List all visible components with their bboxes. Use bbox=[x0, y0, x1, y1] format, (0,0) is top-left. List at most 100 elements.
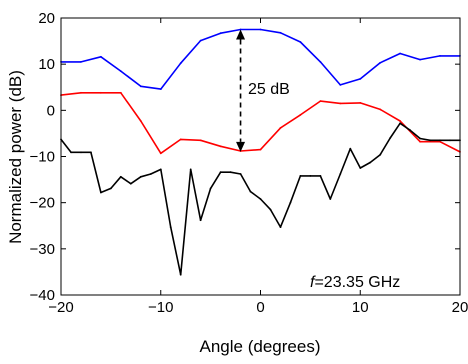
frequency-value: =23.35 GHz bbox=[314, 274, 400, 291]
series-3-point bbox=[239, 173, 242, 175]
series-3-point bbox=[269, 208, 272, 211]
series-3-point bbox=[389, 137, 392, 139]
series-3-point bbox=[359, 167, 362, 169]
series-1-point bbox=[219, 32, 222, 35]
y-tick-label: −30 bbox=[30, 241, 55, 258]
series-1-point bbox=[100, 55, 102, 58]
series-3-point bbox=[439, 139, 441, 142]
series-3-point bbox=[149, 173, 152, 175]
series-1-point bbox=[319, 61, 322, 63]
series-2-point bbox=[399, 120, 401, 122]
series-3-point bbox=[339, 173, 342, 175]
series-3-point bbox=[159, 168, 162, 171]
series-1-point bbox=[139, 85, 142, 88]
series-3-point bbox=[299, 175, 302, 177]
series-3-point bbox=[90, 151, 92, 154]
series-2-point bbox=[439, 140, 441, 143]
series-2-point bbox=[179, 138, 182, 141]
series-1-point bbox=[339, 84, 342, 86]
series-1-point bbox=[299, 41, 302, 43]
plot-frame bbox=[60, 17, 461, 296]
series-2-point bbox=[219, 145, 222, 148]
series-3-point bbox=[429, 139, 431, 142]
series-3-point bbox=[129, 182, 132, 185]
series-3-point bbox=[179, 273, 182, 276]
arrow-head-up bbox=[236, 29, 246, 40]
y-tick-label: 0 bbox=[47, 102, 55, 119]
series-2-point bbox=[379, 108, 382, 111]
series-1-point bbox=[199, 39, 202, 42]
y-tick-label: 10 bbox=[38, 56, 55, 73]
series-1-point bbox=[279, 31, 282, 34]
series-3-point bbox=[189, 168, 192, 171]
frequency-symbol: f bbox=[310, 274, 316, 291]
series-1-point bbox=[119, 70, 122, 72]
series-2-point bbox=[80, 91, 82, 94]
series-2-point bbox=[319, 100, 322, 102]
series-2-point bbox=[279, 127, 282, 129]
series-3-point bbox=[199, 219, 202, 222]
series-3-point bbox=[409, 129, 411, 132]
frequency-annotation: f=23.35 GHz bbox=[310, 274, 400, 291]
series-layer bbox=[60, 28, 461, 276]
series-3-point bbox=[279, 226, 282, 229]
series-2-point bbox=[259, 148, 262, 151]
series-3-point bbox=[219, 171, 222, 174]
series-2-point bbox=[119, 91, 122, 94]
series-1-point bbox=[80, 61, 82, 63]
arrow-head-down bbox=[236, 141, 246, 152]
series-3-point bbox=[329, 198, 332, 200]
series-1-point bbox=[359, 78, 362, 80]
series-2-point bbox=[199, 139, 202, 142]
series-3-point bbox=[319, 175, 322, 177]
series-3-point bbox=[70, 151, 72, 154]
series-2-point bbox=[339, 102, 342, 105]
series-3-point bbox=[379, 153, 382, 156]
series-1-point bbox=[419, 58, 421, 61]
series-3-point bbox=[80, 151, 82, 154]
series-1-point bbox=[379, 61, 382, 64]
series-1-point bbox=[399, 52, 401, 55]
series-3-point bbox=[349, 147, 352, 150]
label-layer: Angle (degrees) Normalized power (dB) 25… bbox=[6, 70, 400, 356]
y-tick-label: −10 bbox=[30, 149, 55, 166]
x-axis-label: Angle (degrees) bbox=[200, 337, 321, 356]
series-3-point bbox=[289, 201, 292, 204]
x-tick-label: −10 bbox=[148, 299, 173, 316]
y-tick-label: 20 bbox=[38, 10, 55, 27]
series-1-point bbox=[239, 28, 242, 31]
series-2-point bbox=[139, 120, 142, 122]
x-tick-label: −20 bbox=[48, 299, 73, 316]
series-2-point bbox=[100, 91, 102, 94]
series-3-point bbox=[449, 139, 451, 142]
series-3-point bbox=[249, 190, 252, 193]
arrow-layer bbox=[236, 29, 246, 152]
series-1-point bbox=[159, 88, 162, 90]
series-1-point bbox=[439, 55, 441, 57]
series-3-point bbox=[399, 122, 401, 125]
series-3-point bbox=[369, 161, 372, 164]
series-3-point bbox=[119, 175, 122, 178]
series-3-point bbox=[419, 137, 421, 140]
series-3-point bbox=[100, 191, 102, 194]
series-1-point bbox=[179, 62, 182, 65]
series-3-point bbox=[309, 175, 312, 177]
y-axis-label: Normalized power (dB) bbox=[6, 70, 25, 244]
series-2-point bbox=[159, 152, 162, 155]
series-2-point bbox=[299, 114, 302, 116]
series-3-point bbox=[259, 198, 262, 200]
y-tick-label: −20 bbox=[30, 195, 55, 212]
tick-layer: −20 −10 0 10 20 −40 −30 −20 −10 0 10 20 bbox=[30, 10, 468, 316]
series-3-point bbox=[229, 171, 232, 174]
x-tick-label: 10 bbox=[352, 299, 369, 316]
series-2-point bbox=[359, 102, 362, 104]
series-2-point bbox=[419, 140, 421, 143]
series-3-point bbox=[209, 187, 212, 190]
series-3-point bbox=[169, 226, 172, 229]
series-1-point bbox=[259, 28, 262, 31]
x-tick-label: 0 bbox=[256, 299, 264, 316]
y-tick-label: −40 bbox=[30, 287, 55, 304]
series-3-point bbox=[110, 187, 112, 190]
series-3-point bbox=[139, 175, 142, 178]
